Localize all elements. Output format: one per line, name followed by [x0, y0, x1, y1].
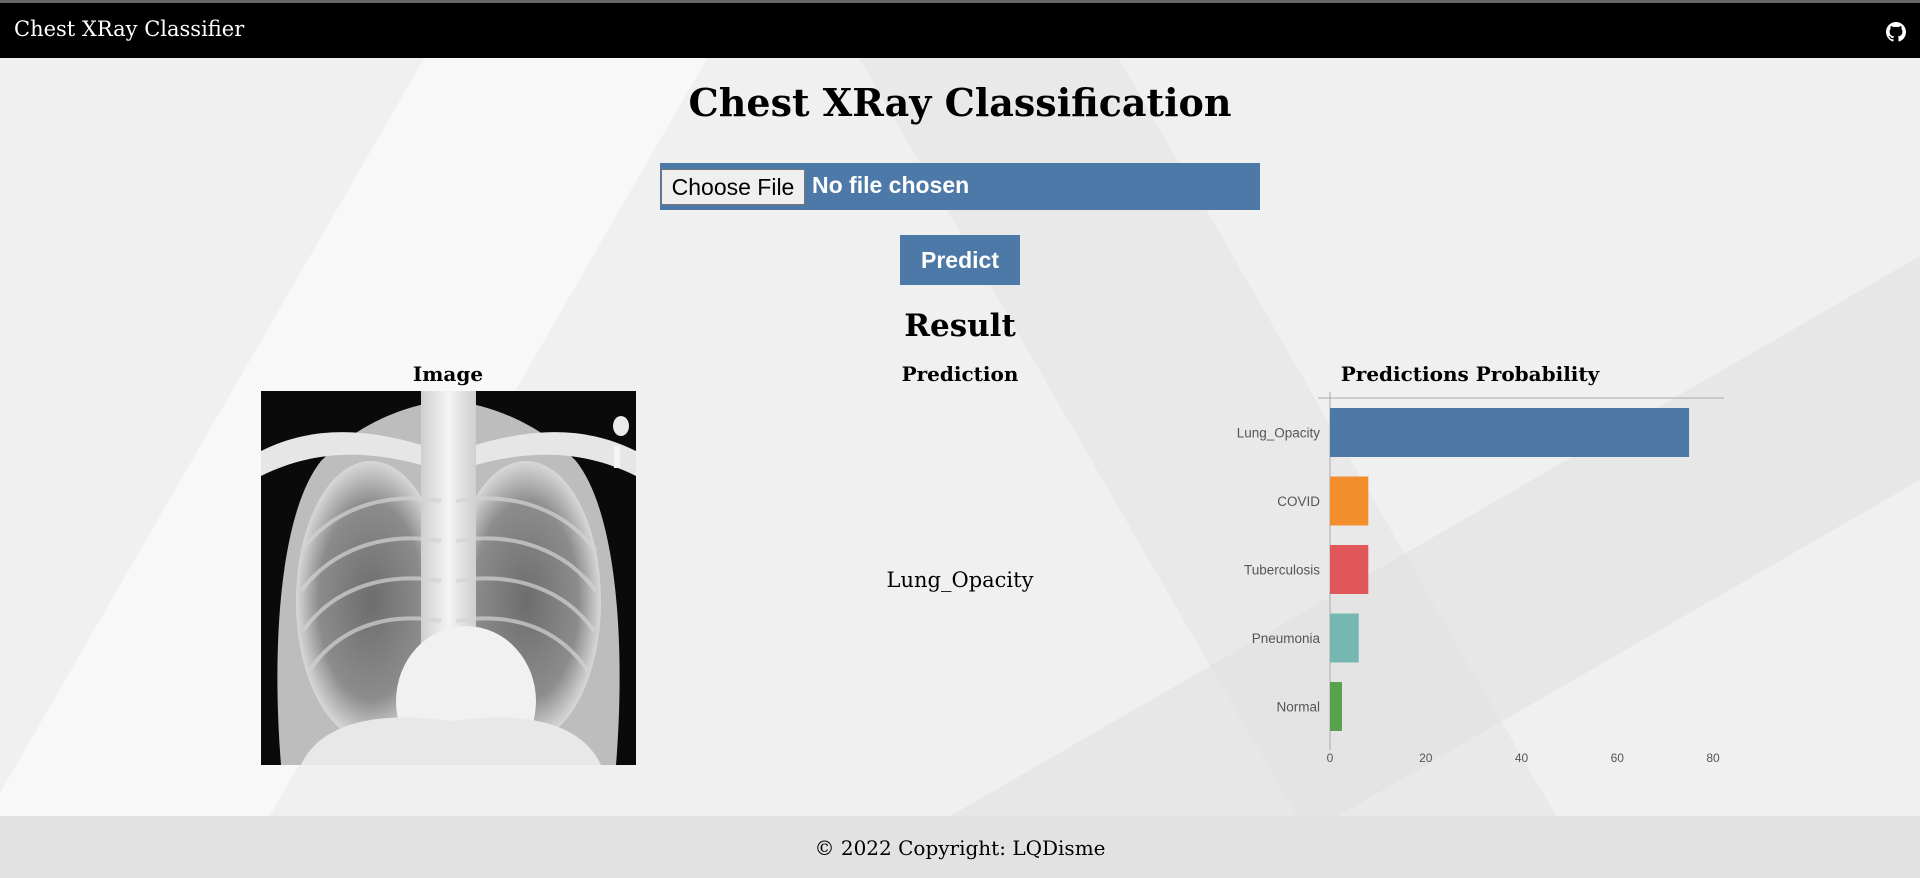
footer-copyright: © 2022 Copyright: LQDisme	[814, 836, 1106, 860]
image-column-header: Image	[412, 362, 484, 386]
prediction-column-header: Prediction	[901, 362, 1019, 386]
chart-bar-covid	[1330, 476, 1369, 526]
chart-bar-normal	[1330, 682, 1342, 731]
github-icon[interactable]	[1886, 22, 1906, 42]
xray-image	[261, 391, 636, 776]
probability-column-header: Predictions Probability	[1340, 362, 1600, 386]
chart-bar-tuberculosis	[1330, 545, 1369, 594]
file-input[interactable]: Choose File No file chosen	[660, 163, 1260, 210]
chart-bar-lung_opacity	[1330, 408, 1690, 457]
navbar-brand[interactable]: Chest XRay Classifier	[14, 17, 245, 41]
chart-category-label: COVID	[1277, 494, 1320, 509]
chart-tick-label: 0	[1327, 751, 1334, 765]
chart-tick-label: 80	[1706, 751, 1720, 765]
chart-category-label: Pneumonia	[1252, 631, 1321, 646]
chart-category-label: Normal	[1276, 700, 1320, 715]
chart-tick-label: 20	[1419, 751, 1433, 765]
predict-button[interactable]: Predict	[900, 235, 1020, 285]
footer	[0, 816, 1920, 878]
chart-tick-label: 60	[1611, 751, 1625, 765]
chart-bar-pneumonia	[1330, 613, 1359, 663]
chart-tick-label: 40	[1515, 751, 1529, 765]
chart-category-label: Tuberculosis	[1244, 563, 1320, 578]
file-status: No file chosen	[812, 172, 970, 198]
page-title: Chest XRay Classification	[688, 80, 1232, 125]
prediction-value: Lung_Opacity	[886, 568, 1034, 592]
result-heading: Result	[904, 308, 1016, 344]
navbar: Chest XRay Classifier	[0, 0, 1920, 58]
chart-category-label: Lung_Opacity	[1237, 426, 1321, 441]
probability-chart: Lung_Opacity COVID Tuberculosis Pneumonia No…	[1237, 392, 1724, 765]
choose-file-button[interactable]: Choose File	[661, 169, 805, 205]
